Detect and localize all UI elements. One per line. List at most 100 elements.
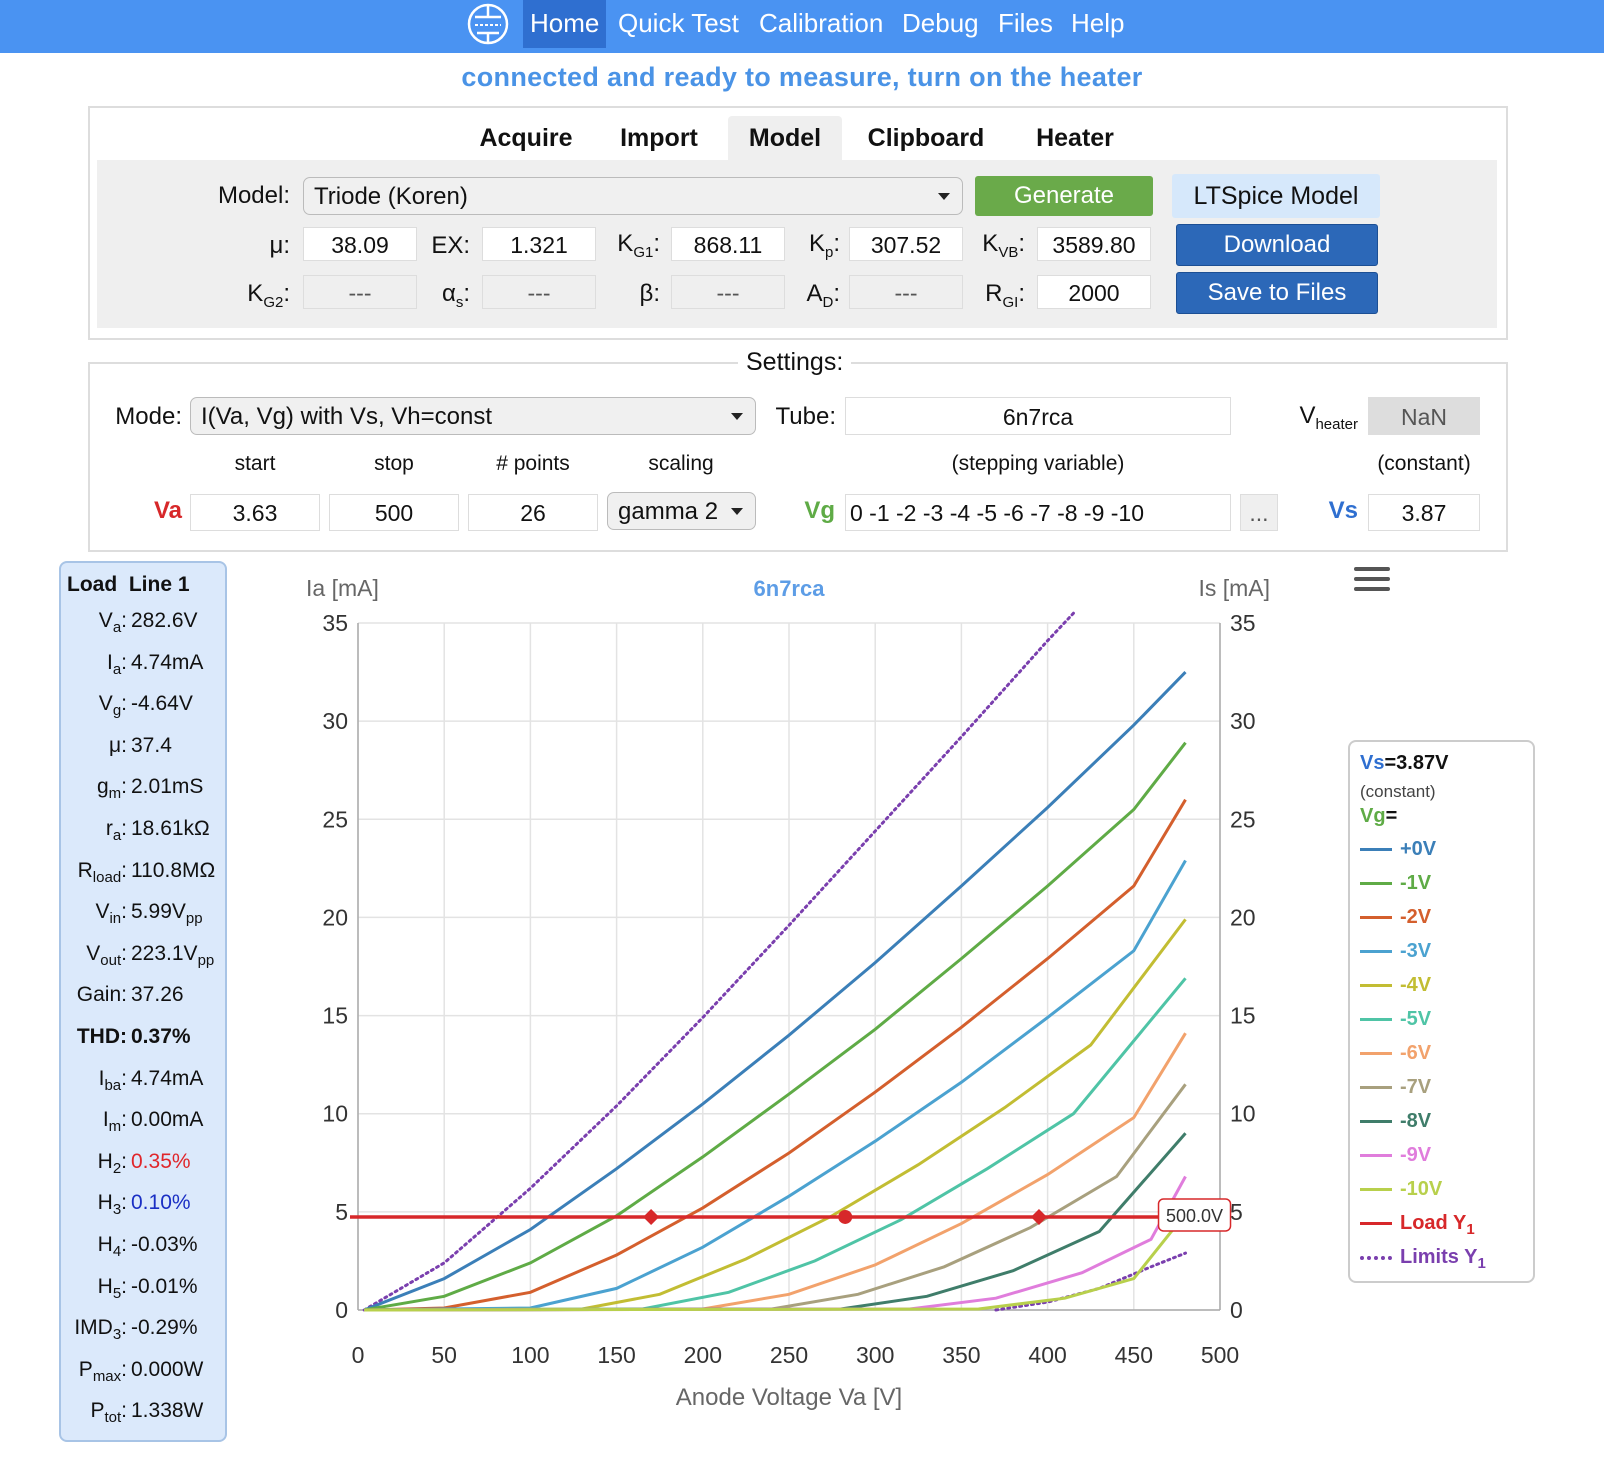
load-line-key: μ: [109,733,127,757]
kg1-input[interactable]: 868.11 [671,227,785,261]
nav-quick-test[interactable]: Quick Test [618,8,739,38]
beta-input[interactable]: --- [671,275,785,309]
load-label: 500.0V [1166,1206,1223,1226]
load-line-key: Ptot: [90,1399,127,1427]
load-line-value: 0.000W [131,1357,204,1381]
load-line-key: H4: [97,1233,127,1261]
vg-values-input[interactable]: 0 -1 -2 -3 -4 -5 -6 -7 -8 -9 -10 [845,494,1231,531]
y2-tick-label: 20 [1230,904,1256,930]
legend-swatch [1360,1255,1392,1260]
chart-legend: Vs=3.87V (constant) Vg= +0V -1V -2V -3V -4V -… [1348,740,1535,1283]
rgi-input[interactable]: 2000 [1037,275,1151,309]
legend-item[interactable]: Load Y1 [1360,1212,1475,1238]
kvb-input[interactable]: 3589.80 [1037,227,1151,261]
legend-constant: (constant) [1360,782,1436,801]
load-line-key: Pmax: [78,1357,127,1385]
kp-input[interactable]: 307.52 [849,227,963,261]
save-to-files-button[interactable]: Save to Files [1176,272,1378,314]
mode-label: Mode: [115,403,182,430]
ex-input[interactable]: 1.321 [482,227,596,261]
legend-item[interactable]: -3V [1360,940,1431,963]
scaling-header: scaling [648,452,714,475]
tab-heater[interactable]: Heater [1036,124,1114,152]
nav-home[interactable]: Home [523,0,607,48]
y-tick-label: 15 [322,1003,348,1029]
x-tick-label: 350 [942,1342,980,1368]
vg-label: Vg [804,497,835,524]
legend-item[interactable]: -2V [1360,906,1431,929]
y2-tick-label: 10 [1230,1101,1256,1127]
legend-item[interactable]: Limits Y1 [1360,1246,1486,1272]
va-stop-input[interactable]: 500 [329,494,459,531]
legend-item[interactable]: -4V [1360,974,1431,997]
tab-acquire[interactable]: Acquire [479,124,573,152]
legend-item[interactable]: -1V [1360,872,1431,895]
load-line-key: Iba: [98,1066,127,1094]
chart-menu-icon[interactable] [1354,565,1390,595]
nav-debug[interactable]: Debug [902,8,979,38]
kp-label: Kp: [808,230,840,261]
mode-select[interactable]: I(Va, Vg) with Vs, Vh=const [190,397,756,435]
series-line--2V [364,798,1187,1312]
series-line--8V [364,1132,1187,1312]
legend-item[interactable]: -8V [1360,1110,1431,1133]
y-tick-label: 20 [322,904,348,930]
series-line--6V [364,1032,1187,1312]
points-header: # points [496,452,570,475]
tube-logo-icon[interactable] [465,0,511,48]
tab-import[interactable]: Import [620,124,698,152]
legend-swatch [1360,1188,1392,1192]
x-tick-label: 500 [1201,1342,1239,1368]
load-line-value: 37.4 [131,733,172,757]
ad-input[interactable]: --- [849,275,963,309]
ad-label: AD: [806,280,840,311]
legend-swatch [1360,950,1392,954]
legend-swatch [1360,1086,1392,1090]
vheater-value: NaN [1368,397,1480,435]
x-tick-label: 50 [431,1342,457,1368]
tube-input[interactable]: 6n7rca [845,397,1231,435]
y-tick-label: 35 [322,610,348,636]
alpha-s-input[interactable]: --- [482,275,596,309]
legend-label: -1V [1400,872,1432,894]
download-button[interactable]: Download [1176,224,1378,266]
mu-input[interactable]: 38.09 [303,227,417,261]
vs-input[interactable]: 3.87 [1368,494,1480,531]
nav-files[interactable]: Files [998,8,1053,38]
load-line-value: 2.01mS [131,775,204,799]
tab-clipboard[interactable]: Clipboard [867,124,985,152]
load-line-value: 4.74mA [131,650,204,674]
model-select[interactable]: Triode (Koren) [303,177,963,215]
legend-item[interactable]: -6V [1360,1042,1431,1065]
nav-help[interactable]: Help [1071,8,1125,38]
legend-item[interactable]: -10V [1360,1178,1442,1201]
load-line-value: 0.37% [131,1025,191,1048]
scaling-select[interactable]: gamma 2 [607,492,756,530]
legend-item[interactable]: -5V [1360,1008,1431,1031]
chevron-down-icon [731,508,743,515]
legend-item[interactable]: -9V [1360,1144,1431,1167]
more-button[interactable]: ... [1240,494,1278,531]
kvb-label: KVB: [982,230,1025,261]
load-line-value: 110.8MΩ [131,858,216,882]
start-header: start [234,452,276,475]
ltspice-model-label: LTSpice Model [1172,174,1380,218]
legend-item[interactable]: +0V [1360,838,1436,861]
load-line-value: 18.61kΩ [131,817,210,840]
nav-calibration[interactable]: Calibration [759,8,884,38]
points-input[interactable]: 26 [468,494,598,531]
legend-swatch [1360,916,1392,920]
tab-model[interactable]: Model [728,116,842,160]
alpha-s-label: αs: [441,280,470,311]
load-line-value: -0.29% [131,1316,198,1340]
load-line-key: H3: [97,1191,127,1219]
va-start-input[interactable]: 3.63 [190,494,320,531]
vheater-label: Vheater [1299,402,1358,433]
x-tick-label: 450 [1115,1342,1153,1368]
kg2-input[interactable]: --- [303,275,417,309]
legend-item[interactable]: -7V [1360,1076,1431,1099]
constant-header: (constant) [1377,452,1471,475]
generate-button[interactable]: Generate [975,176,1153,216]
y-axis-label: Ia [mA] [306,575,379,601]
